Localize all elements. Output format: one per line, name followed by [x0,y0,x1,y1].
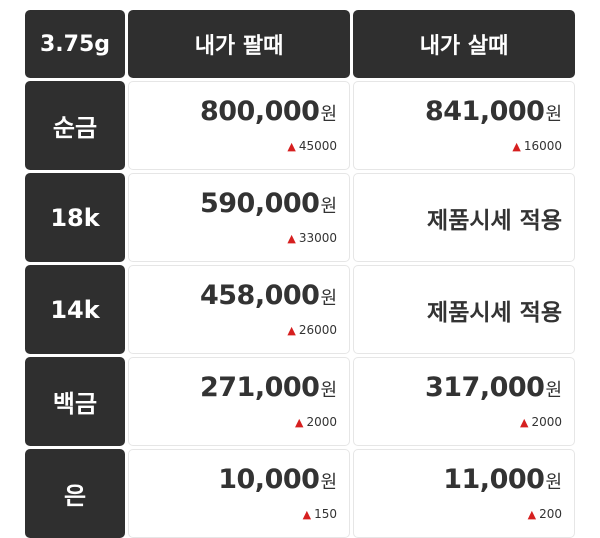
buy-price-cell: 317,000원 ▲ 2000 [353,357,575,446]
sell-price: 800,000 [199,96,320,127]
currency-unit: 원 [320,472,337,493]
currency-unit: 원 [320,104,337,125]
price-change: 2000 [306,415,337,429]
price-change: 200 [539,507,562,521]
row-label-14k: 14k [25,265,125,354]
price-change: 16000 [523,139,562,153]
price-change: 150 [314,507,337,521]
up-arrow-icon: ▲ [287,140,296,153]
up-arrow-icon: ▲ [302,508,312,521]
buy-price-cell: 11,000원 ▲ 200 [353,449,575,538]
currency-unit: 원 [545,104,562,125]
buy-price-cell: 제품시세 적용 [353,265,575,354]
weight-header: 3.75g [25,10,125,78]
sell-price-cell: 590,000원 ▲ 33000 [128,173,350,262]
price-change: 2000 [531,415,562,429]
row-label-silver: 은 [25,449,125,538]
sell-price: 10,000 [218,464,320,495]
buy-price: 11,000 [443,464,545,495]
sell-price-cell: 458,000원 ▲ 26000 [128,265,350,354]
sell-price-cell: 800,000원 ▲ 45000 [128,81,350,170]
sell-price: 271,000 [199,372,320,403]
currency-unit: 원 [545,472,562,493]
buy-price-cell: 841,000원 ▲ 16000 [353,81,575,170]
currency-unit: 원 [545,380,562,401]
currency-unit: 원 [320,196,337,217]
sell-price-cell: 271,000원 ▲ 2000 [128,357,350,446]
buy-price-cell: 제품시세 적용 [353,173,575,262]
sell-price: 590,000 [199,188,320,219]
currency-unit: 원 [320,288,337,309]
up-arrow-icon: ▲ [287,324,296,337]
row-label-pure-gold: 순금 [25,81,125,170]
price-change: 26000 [298,323,337,337]
gold-price-table: 3.75g 내가 팔때 내가 살때 순금 800,000원 ▲ 45000 841… [25,10,575,538]
up-arrow-icon: ▲ [287,232,296,245]
row-label-18k: 18k [25,173,125,262]
up-arrow-icon: ▲ [527,508,537,521]
up-arrow-icon: ▲ [294,416,304,429]
buy-price: 317,000 [424,372,545,403]
currency-unit: 원 [320,380,337,401]
up-arrow-icon: ▲ [519,416,529,429]
sell-price-cell: 10,000원 ▲ 150 [128,449,350,538]
product-price-applied-text: 제품시세 적용 [427,299,562,326]
row-label-platinum: 백금 [25,357,125,446]
sell-price-header: 내가 팔때 [128,10,350,78]
price-change: 45000 [298,139,337,153]
buy-price-header: 내가 살때 [353,10,575,78]
product-price-applied-text: 제품시세 적용 [427,207,562,234]
up-arrow-icon: ▲ [512,140,521,153]
price-change: 33000 [298,231,337,245]
buy-price: 841,000 [424,96,545,127]
sell-price: 458,000 [199,280,320,311]
